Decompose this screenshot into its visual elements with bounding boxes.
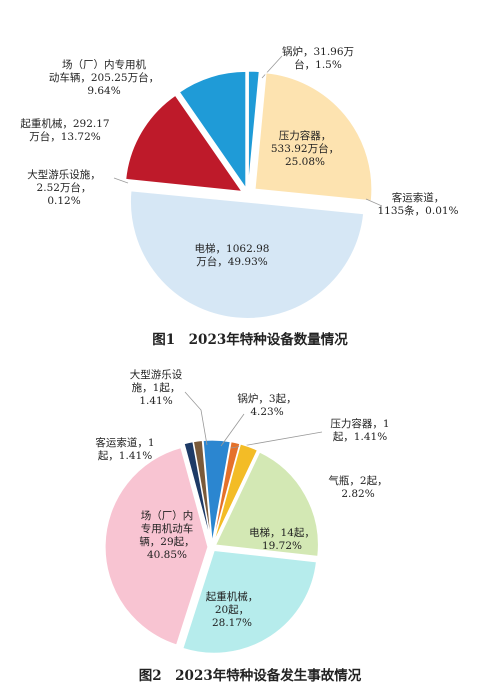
slice-label-line: 起，1.41% <box>333 431 387 443</box>
slice-label-1-5: 场（厂）内专用机动车辆，29起， 40.85% <box>139 509 194 561</box>
pie-slice-1-7 <box>192 439 213 544</box>
slice-label-line: 压力容器，1 <box>330 417 389 430</box>
slice-label-line: 起重机械， <box>206 590 259 603</box>
pie-slice-0-5 <box>124 94 244 193</box>
slice-label-line: 1135条，0.01% <box>377 204 458 217</box>
slice-label-1-4: 起重机械， 20起， 28.17% <box>206 590 259 629</box>
slice-label-line: 起，1.41% <box>98 450 152 462</box>
slice-label-line: 起重机械，292.17 <box>20 117 109 130</box>
slice-label-line: 533.92万台， <box>271 142 339 155</box>
leader-line-1-0 <box>220 413 245 447</box>
pie-slice-1-5 <box>104 446 209 646</box>
slice-label-1-3: 电梯，14起， 19.72% <box>249 526 315 552</box>
slice-label-line: 20起， <box>215 604 249 616</box>
slice-label-0-1: 压力容器， 533.92万台， 25.08% <box>271 129 339 168</box>
slice-label-line: 万台，49.93% <box>196 255 268 268</box>
pie-slice-0-1 <box>254 72 373 202</box>
pie-slice-0-0 <box>247 70 260 189</box>
slice-label-line: 2.52万台， <box>37 181 92 194</box>
slice-label-line: 大型游乐设施， <box>27 168 101 181</box>
slice-label-line: 19.72% <box>262 540 302 552</box>
slice-label-line: 动车辆，205.25万台， <box>49 71 159 84</box>
leader-line-1-7 <box>184 391 208 446</box>
chart-2-caption: 图2 2023年特种设备发生事故情况 <box>139 667 362 684</box>
chart-2-accidents: 锅炉，3起， 4.23%压力容器，1 起，1.41%气瓶，2起， 2.82%电梯，14… <box>95 368 390 654</box>
slice-label-1-6: 客运索道，1 起，1.41% <box>95 436 154 462</box>
pie-slice-1-0 <box>202 439 232 544</box>
slice-label-line: 压力容器， <box>279 129 332 142</box>
slice-label-0-6: 场（厂）内专用机动车辆，205.25万台， 9.64% <box>49 58 159 97</box>
slice-label-line: 客运索道，1 <box>95 436 154 449</box>
slice-label-line: 锅炉，31.96万 <box>282 46 354 58</box>
slice-label-line: 25.08% <box>285 156 325 168</box>
slice-label-line: 锅炉，3起， <box>237 393 296 405</box>
slice-label-line: 客运索道， <box>392 191 445 204</box>
slice-label-line: 台，1.5% <box>294 58 342 71</box>
slice-label-1-7: 大型游乐设施，1起， 1.41% <box>130 368 183 407</box>
chart-1-caption: 图1 2023年特种设备数量情况 <box>152 331 348 348</box>
pie-slice-0-6 <box>178 70 247 191</box>
slice-label-line: 1.41% <box>139 395 172 407</box>
slice-label-1-1: 压力容器，1 起，1.41% <box>330 417 389 443</box>
slice-label-0-2: 客运索道， 1135条，0.01% <box>377 191 458 217</box>
pie-slice-0-3 <box>129 190 365 320</box>
pie-slice-1-2 <box>212 443 259 544</box>
slice-label-line: 场（厂）内专用机 <box>62 58 146 71</box>
slice-label-0-4: 大型游乐设施， 2.52万台， 0.12% <box>27 168 101 207</box>
slice-label-line: 9.64% <box>87 85 120 97</box>
slice-label-line: 4.23% <box>250 406 283 418</box>
slice-label-1-2: 气瓶，2起， 2.82% <box>328 474 387 500</box>
slice-label-line: 万台，13.72% <box>29 130 101 143</box>
chart-1-device-count: 锅炉，31.96万台，1.5% 压力容器， 533.92万台， 25.08% 客运索道，… <box>20 46 459 320</box>
slice-label-line: 场（厂）内 <box>141 509 194 522</box>
slice-label-line: 辆，29起， <box>139 535 194 548</box>
pie-slice-1-3 <box>214 451 320 558</box>
slice-label-0-3: 电梯，1062.98 万台，49.93% <box>195 242 270 268</box>
slice-label-1-0: 锅炉，3起， 4.23% <box>237 393 296 418</box>
slice-label-line: 气瓶，2起， <box>328 474 387 487</box>
pie-slice-1-4 <box>182 549 318 654</box>
leader-line-0-4 <box>113 177 129 184</box>
slice-label-line: 电梯，14起， <box>249 526 315 539</box>
leader-line-0-2 <box>365 198 383 207</box>
slice-label-line: 2.82% <box>341 488 374 500</box>
slice-label-line: 28.17% <box>212 617 252 629</box>
slice-label-0-5: 起重机械，292.17 万台，13.72% <box>20 117 109 143</box>
slice-label-line: 施，1起， <box>132 381 181 394</box>
slice-label-line: 0.12% <box>47 195 80 207</box>
slice-label-line: 40.85% <box>147 549 187 561</box>
pie-slice-0-2 <box>254 195 373 209</box>
slice-label-0-0: 锅炉，31.96万台，1.5% <box>282 46 354 71</box>
slice-label-line: 电梯，1062.98 <box>195 242 270 255</box>
slice-label-line: 专用机动车 <box>141 522 194 535</box>
slice-label-line: 大型游乐设 <box>130 368 183 381</box>
